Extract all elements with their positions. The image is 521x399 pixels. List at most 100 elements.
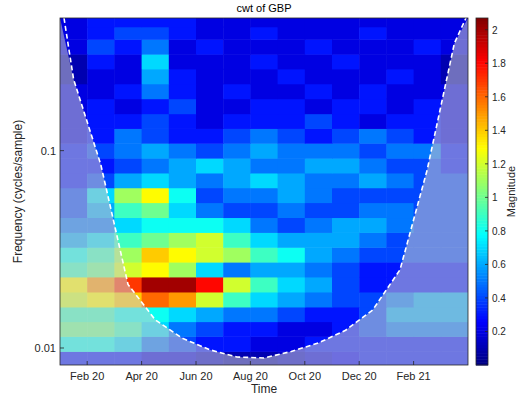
cell bbox=[169, 128, 197, 143]
cell bbox=[305, 292, 333, 307]
cell bbox=[414, 54, 442, 69]
cell bbox=[196, 128, 224, 143]
colorbar-step bbox=[476, 137, 488, 140]
cell bbox=[114, 114, 142, 129]
x-tick bbox=[359, 361, 360, 365]
cell bbox=[359, 128, 387, 143]
cell bbox=[305, 307, 333, 322]
cell bbox=[223, 322, 251, 337]
colorbar-step bbox=[476, 284, 488, 287]
cell bbox=[305, 39, 333, 54]
cell bbox=[332, 292, 360, 307]
cell bbox=[332, 277, 360, 293]
colorbar-step bbox=[476, 58, 488, 61]
cell bbox=[223, 69, 251, 84]
cell bbox=[196, 277, 224, 293]
colorbar-step bbox=[476, 189, 488, 192]
cell bbox=[169, 307, 197, 322]
colorbar-step bbox=[476, 180, 488, 183]
cell bbox=[196, 69, 224, 84]
cell bbox=[278, 247, 306, 262]
colorbar-step bbox=[476, 229, 488, 232]
cell bbox=[114, 128, 142, 143]
cell bbox=[223, 218, 251, 233]
cell bbox=[278, 54, 306, 69]
colorbar-step bbox=[476, 174, 488, 177]
cell bbox=[250, 143, 278, 158]
cell bbox=[414, 84, 442, 99]
cell bbox=[250, 188, 278, 203]
colorbar-step bbox=[476, 35, 488, 38]
colorbar-step bbox=[476, 272, 488, 275]
colorbar-step bbox=[476, 27, 488, 30]
cell bbox=[223, 336, 251, 352]
cell bbox=[169, 262, 197, 277]
colorbar-step bbox=[476, 255, 488, 258]
cell bbox=[114, 99, 142, 114]
colorbar-step bbox=[476, 348, 488, 351]
colorbar-tick bbox=[485, 163, 488, 164]
colorbar-step bbox=[476, 128, 488, 131]
cell bbox=[142, 158, 170, 173]
cell bbox=[305, 188, 333, 203]
cell bbox=[359, 18, 387, 27]
cell bbox=[223, 188, 251, 203]
colorbar: 0.20.40.60.811.21.41.61.82 bbox=[476, 18, 506, 366]
cell bbox=[169, 232, 197, 247]
colorbar-title: Magnitude bbox=[505, 166, 517, 217]
cell bbox=[114, 18, 142, 27]
cell bbox=[142, 203, 170, 218]
cell bbox=[114, 27, 142, 40]
cell bbox=[278, 18, 306, 27]
cell bbox=[196, 99, 224, 114]
cell bbox=[250, 336, 278, 352]
x-tick-label: Aug 20 bbox=[233, 370, 268, 382]
cell bbox=[359, 69, 387, 84]
cell bbox=[386, 188, 414, 203]
colorbar-step bbox=[476, 105, 488, 108]
colorbar-step bbox=[476, 316, 488, 319]
colorbar-step bbox=[476, 353, 488, 356]
x-tick-label: Jun 20 bbox=[179, 370, 212, 382]
cell bbox=[169, 84, 197, 99]
cell bbox=[305, 322, 333, 337]
colorbar-tick bbox=[485, 29, 488, 30]
colorbar-tick bbox=[485, 130, 488, 131]
cell bbox=[305, 69, 333, 84]
cell bbox=[386, 18, 414, 27]
cell bbox=[250, 307, 278, 322]
cell bbox=[142, 99, 170, 114]
colorbar-tick-label: 2 bbox=[492, 25, 498, 36]
cell bbox=[332, 39, 360, 54]
cell bbox=[414, 18, 442, 27]
cell bbox=[386, 27, 414, 40]
cell bbox=[87, 114, 115, 129]
colorbar-step bbox=[476, 307, 488, 310]
cell bbox=[359, 84, 387, 99]
cell bbox=[142, 143, 170, 158]
colorbar-step bbox=[476, 258, 488, 261]
colorbar-step bbox=[476, 160, 488, 163]
colorbar-step bbox=[476, 246, 488, 249]
cell bbox=[169, 54, 197, 69]
colorbar-step bbox=[476, 93, 488, 96]
cell bbox=[142, 114, 170, 129]
cell bbox=[359, 188, 387, 203]
colorbar-step bbox=[476, 56, 488, 59]
cell bbox=[87, 27, 115, 40]
colorbar-step bbox=[476, 154, 488, 157]
cell bbox=[332, 69, 360, 84]
cell bbox=[114, 143, 142, 158]
cell bbox=[278, 158, 306, 173]
cell bbox=[142, 69, 170, 84]
cell bbox=[278, 84, 306, 99]
cell bbox=[223, 27, 251, 40]
colorbar-step bbox=[476, 281, 488, 284]
cell bbox=[196, 307, 224, 322]
colorbar-step bbox=[476, 342, 488, 345]
colorbar-step bbox=[476, 111, 488, 114]
cell bbox=[114, 173, 142, 188]
x-tick bbox=[196, 361, 197, 365]
colorbar-step bbox=[476, 264, 488, 267]
cell bbox=[250, 232, 278, 247]
